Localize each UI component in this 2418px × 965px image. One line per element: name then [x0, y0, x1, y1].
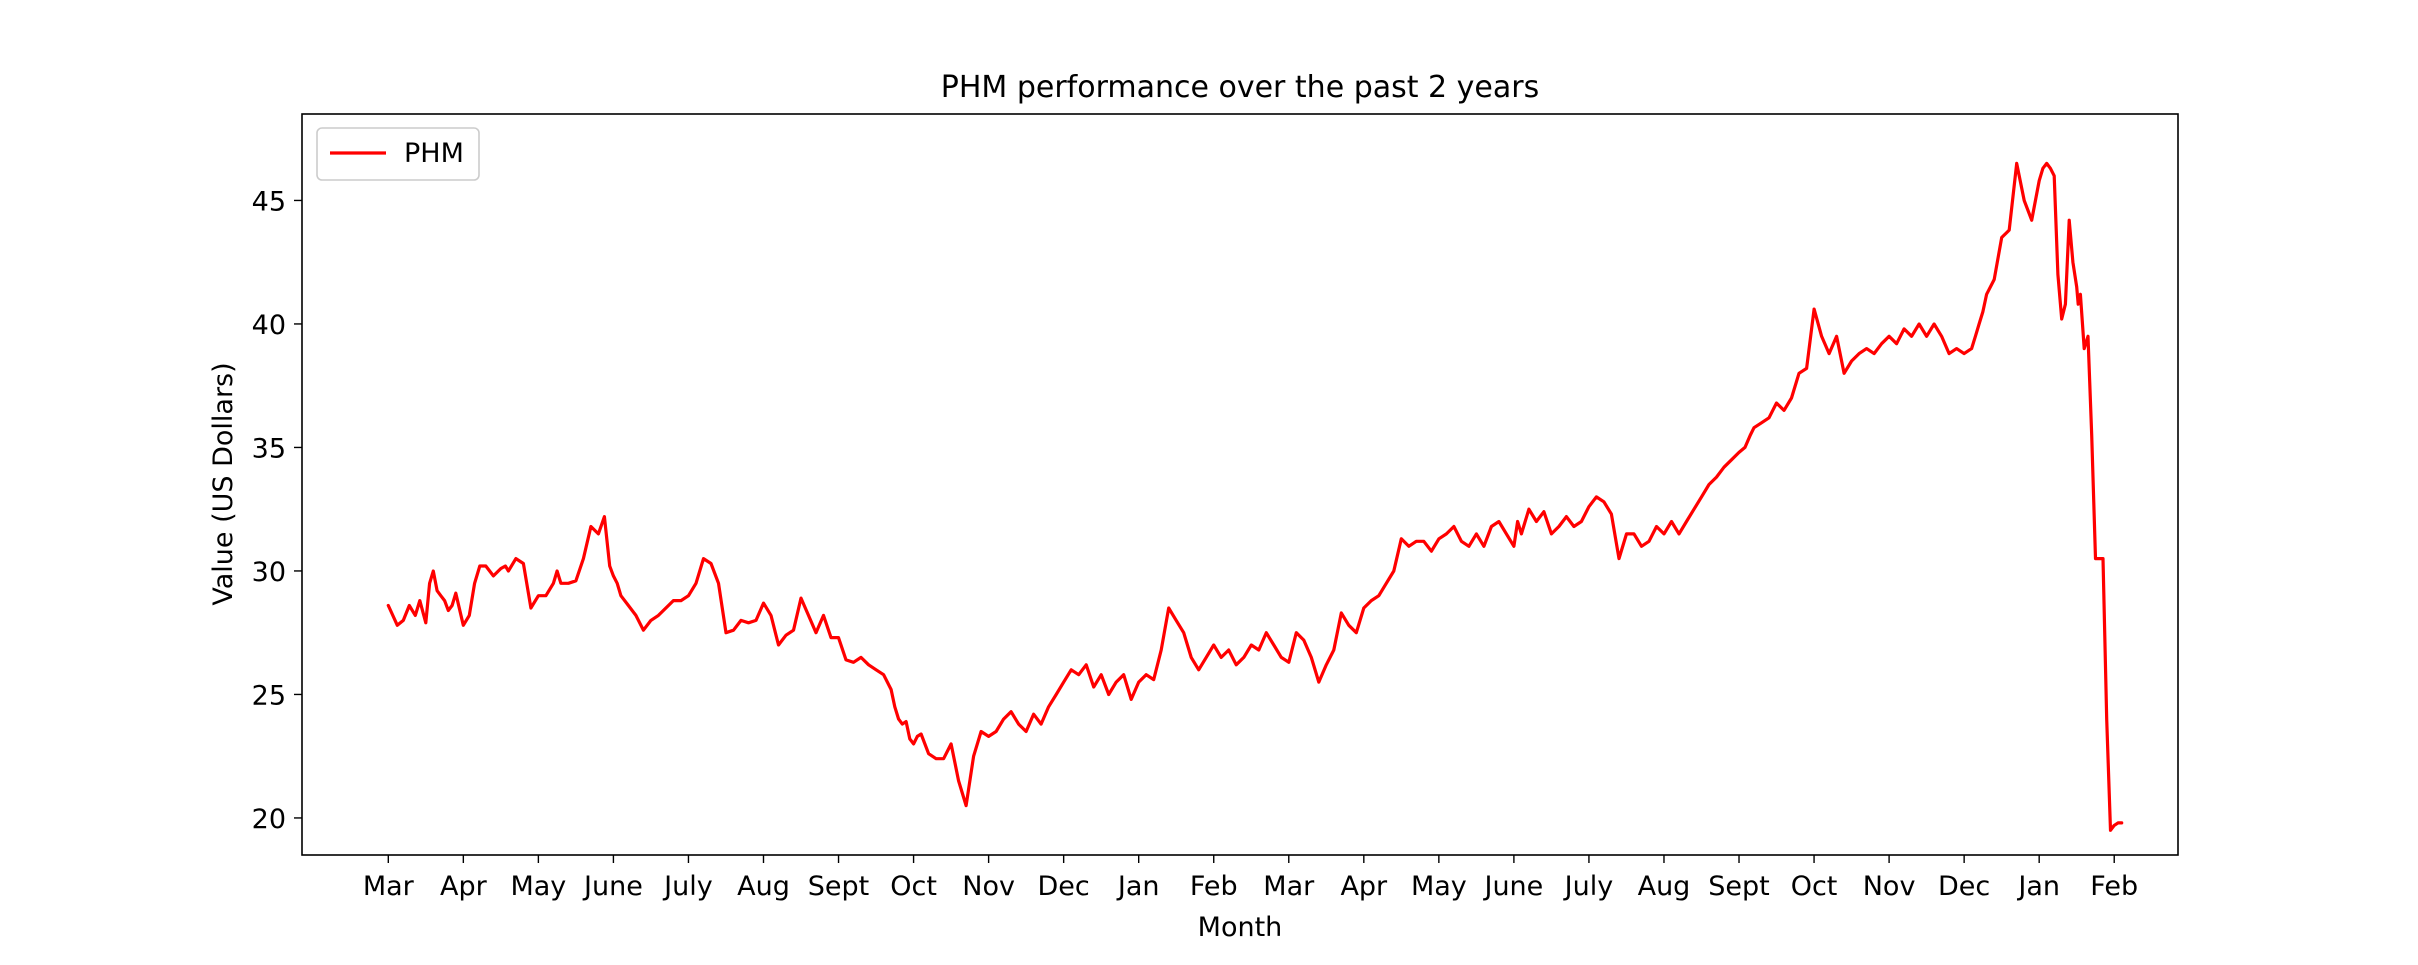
x-tick-label: Mar [363, 871, 415, 902]
x-tick-label: Aug [737, 871, 790, 902]
x-tick-label: Mar [1263, 871, 1315, 902]
plot-area-frame [301, 113, 2179, 856]
x-tick-label: Sept [808, 871, 869, 902]
x-tick-label: Nov [1863, 871, 1916, 902]
legend-box [316, 127, 480, 181]
series-line-phm [386, 161, 2124, 832]
x-axis-label: Month [1198, 912, 1283, 943]
x-tick-label: May [510, 871, 566, 902]
x-tick-label: June [1482, 871, 1543, 902]
x-tick-label: July [1563, 871, 1614, 902]
legend: PHM [316, 127, 480, 181]
x-tick-label: Nov [962, 871, 1015, 902]
y-tick-label: 40 [252, 310, 286, 341]
x-tick-label: Apr [440, 871, 488, 902]
x-tick-label: Feb [1190, 871, 1238, 902]
x-tick-label: Feb [2090, 871, 2138, 902]
x-tick-label: July [662, 871, 713, 902]
y-tick-label: 25 [252, 680, 286, 711]
x-tick-label: Apr [1340, 871, 1388, 902]
x-tick-label: Aug [1638, 871, 1691, 902]
x-tick-label: Dec [1938, 871, 1990, 902]
y-tick-label: 35 [252, 433, 286, 464]
x-tick-label: Jan [2016, 871, 2060, 902]
y-tick-label: 20 [252, 804, 286, 835]
y-tick-label: 30 [252, 557, 286, 588]
chart-title: PHM performance over the past 2 years [941, 70, 1539, 105]
x-tick-label: Oct [1791, 871, 1838, 902]
y-axis-label: Value (US Dollars) [208, 362, 239, 605]
x-tick-label: Sept [1708, 871, 1769, 902]
x-tick-label: May [1411, 871, 1467, 902]
x-tick-label: June [582, 871, 643, 902]
x-axis-ticks: Mar Apr May June July Aug Sept Oct Nov Dec Jan Feb M… [363, 855, 2138, 902]
y-axis-ticks: 20 25 30 35 40 45 [252, 186, 302, 835]
legend-label-phm: PHM [404, 138, 464, 169]
x-tick-label: Jan [1116, 871, 1160, 902]
y-tick-label: 45 [252, 186, 286, 217]
x-tick-label: Dec [1038, 871, 1090, 902]
x-tick-label: Oct [890, 871, 937, 902]
